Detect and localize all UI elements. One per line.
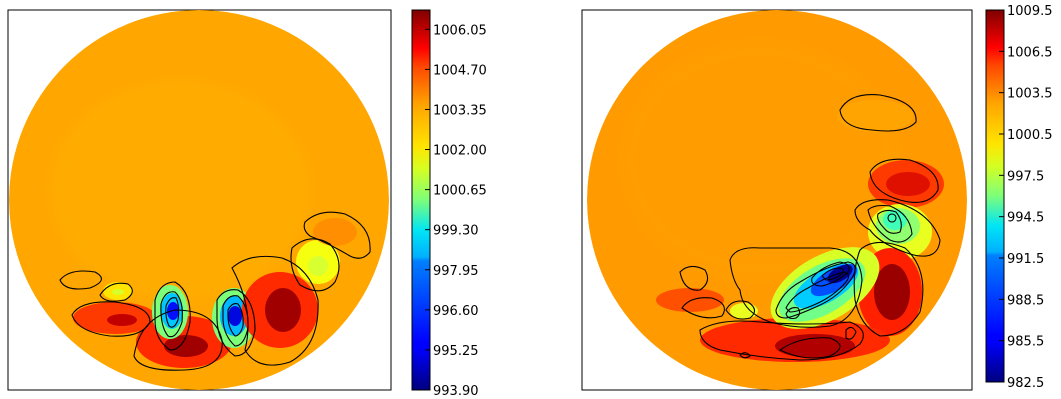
colorbar-tick-label: 991.5 [1007,252,1044,267]
blob-red-2c [656,288,724,312]
contour-lines-1 [59,211,371,371]
blob-yellow-1-core [112,289,124,295]
colorbar-tick-label: 996.60 [433,304,479,319]
panel-2: 1009.5 1006.5 1003.5 1000.5 997.5 994.5 991.5 9… [581,4,1053,391]
colorbar-2-ticks: 1009.5 1006.5 1003.5 1000.5 997.5 994.5 991.5 9… [999,4,1053,391]
contour-field-2 [587,10,967,390]
blob-yellow-1b-core [308,256,328,276]
blob-yellow-2 [730,303,758,319]
blob-orange-1 [313,218,357,246]
colorbar-tick-label: 1002.00 [433,144,487,159]
colorbar-tick-label: 1000.65 [433,184,487,199]
colorbar-1 [411,9,431,391]
blob-blue-1b-core [228,306,242,326]
blob-red-2a-core [886,172,930,196]
center-plateau-1 [50,80,310,300]
colorbar-tick-label: 985.5 [1007,335,1044,350]
center-plateau-2 [620,40,900,280]
colorbar-tick-label: 1003.35 [433,103,487,118]
colorbar-tick-label: 1009.5 [1007,4,1053,19]
colorbar-tick-label: 1004.70 [433,63,487,78]
colorbar-tick-label: 993.90 [433,384,479,399]
blob-red-1a-core [107,314,137,326]
colorbar-tick-label: 982.5 [1007,376,1044,391]
colorbar-tick-label: 995.25 [433,344,479,359]
colorbar-tick-label: 988.5 [1007,293,1044,308]
contour-lines-2 [679,94,941,361]
colorbar-1-ticks: 1006.05 1004.70 1003.35 1002.00 1000.65 999.3… [425,23,487,399]
panel-1: 1006.05 1004.70 1003.35 1002.00 1000.65 999.3… [7,9,487,399]
colorbar-tick-label: 994.5 [1007,211,1044,226]
blob-orange-2a [837,100,913,132]
contour-field-1 [9,10,389,390]
blob-red-1c-core [265,288,301,332]
colorbar-2 [985,9,1005,383]
colorbar-tick-label: 1006.05 [433,23,487,38]
colorbar-tick-label: 997.95 [433,264,479,279]
colorbar-tick-label: 1000.5 [1007,128,1053,143]
blob-red-1b-core [164,335,208,357]
colorbar-tick-label: 999.30 [433,224,479,239]
blob-red-2b-core [874,264,910,320]
colorbar-tick-label: 1006.5 [1007,45,1053,60]
colorbar-tick-label: 997.5 [1007,169,1044,184]
colorbar-tick-label: 1003.5 [1007,87,1053,102]
